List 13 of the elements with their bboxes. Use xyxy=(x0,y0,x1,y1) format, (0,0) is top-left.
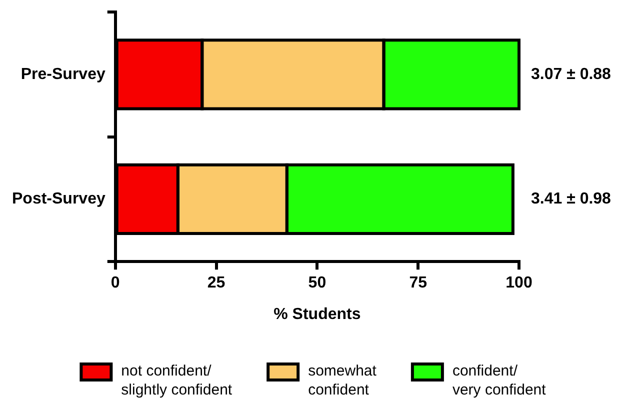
legend-label: not confident/ slightly confident xyxy=(121,362,233,399)
text: 3.07 ± 0.88 xyxy=(531,66,612,83)
x-tick-label: 100 xyxy=(506,274,532,292)
x-tick-label: 0 xyxy=(110,274,120,292)
legend-label: somewhat confident xyxy=(308,362,378,399)
y-tick-label: Pre-Survey xyxy=(20,66,106,83)
x-tick-label: 50 xyxy=(308,274,326,292)
x-tick-label: 75 xyxy=(409,274,428,292)
text: 3.41 ± 0.98 xyxy=(531,190,612,208)
x-tick-label: 25 xyxy=(207,274,226,292)
y-tick-label: Post-Survey xyxy=(12,190,106,208)
x-axis-title: % Students xyxy=(274,306,361,323)
legend-label: confident/ very confident xyxy=(452,362,547,399)
